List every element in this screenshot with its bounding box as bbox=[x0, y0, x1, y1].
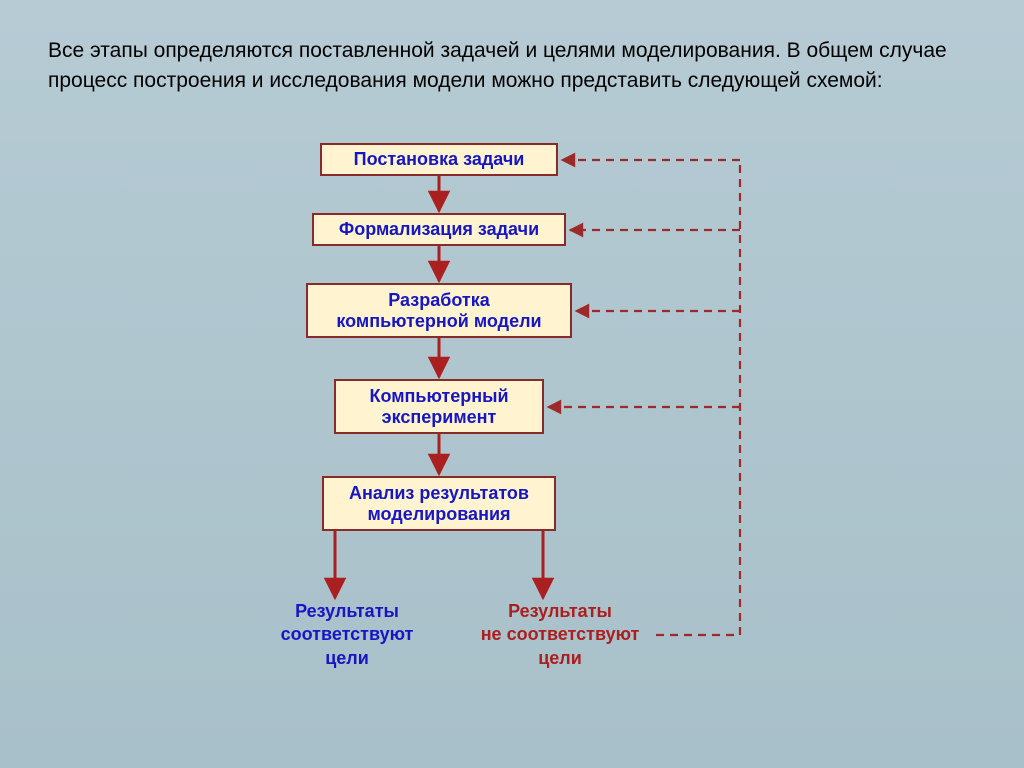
stage-box-1: Постановка задачи bbox=[320, 143, 558, 176]
stage-box-3: Разработкакомпьютерной модели bbox=[306, 283, 572, 338]
result-ok-label: Результатысоответствуютцели bbox=[262, 600, 432, 670]
stage-label: Разработкакомпьютерной модели bbox=[336, 290, 541, 332]
stage-box-4: Компьютерныйэксперимент bbox=[334, 379, 544, 434]
stage-label: Компьютерныйэксперимент bbox=[369, 386, 508, 428]
stage-box-2: Формализация задачи bbox=[312, 213, 566, 246]
intro-paragraph: Все этапы определяются поставленной зада… bbox=[48, 36, 968, 97]
stage-box-5: Анализ результатовмоделирования bbox=[322, 476, 556, 531]
stage-label: Постановка задачи bbox=[354, 149, 525, 170]
stage-label: Формализация задачи bbox=[339, 219, 539, 240]
result-bad-label: Результатыне соответствуютцели bbox=[460, 600, 660, 670]
stage-label: Анализ результатовмоделирования bbox=[349, 483, 529, 525]
